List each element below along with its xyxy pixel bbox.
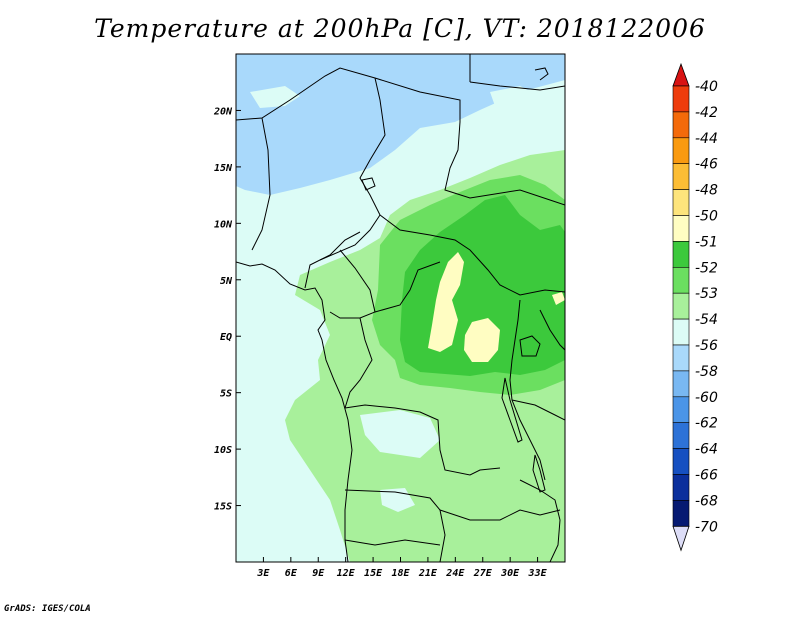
- x-tick-label: 18E: [391, 568, 410, 579]
- border-congo: [374, 261, 441, 313]
- country-borders: [236, 54, 565, 562]
- y-tick-label: 5S: [220, 389, 232, 400]
- border-angola: [344, 489, 446, 562]
- border-nigeria: [304, 231, 361, 289]
- x-tick-label: 27E: [473, 568, 493, 579]
- border-east-lakes: [509, 299, 546, 481]
- colorbar-segment: [672, 163, 690, 190]
- colorbar-segment: [672, 266, 690, 294]
- colorbar-segment: [672, 500, 690, 527]
- lake-tanganyika: [501, 377, 523, 443]
- y-tick-label: EQ: [220, 332, 232, 343]
- x-tick-label: 9E: [312, 568, 325, 579]
- colorbar-segment: [672, 189, 690, 216]
- colorbar-segment: [672, 396, 690, 423]
- x-tick-label: 24E: [445, 568, 465, 579]
- field-band-54-patch-north: [250, 86, 300, 108]
- temperature-field: [236, 54, 565, 562]
- border-drc-south: [344, 404, 501, 476]
- colorbar-label: -48: [695, 183, 718, 199]
- y-tick-label: 15S: [214, 502, 232, 513]
- border-namibia: [344, 539, 441, 546]
- west-africa-coastline: [236, 261, 353, 562]
- colorbar-label: -42: [695, 105, 718, 121]
- axis-ticks: 3E 6E 9E 12E 15E 18E 21E 24E 27E 30E 33E 20N 15N 10N 5…: [213, 106, 548, 579]
- colorbar-label: -62: [695, 416, 718, 432]
- x-tick-label: 3E: [256, 568, 270, 579]
- colorbar-segment: [672, 292, 690, 320]
- colorbar-label: -52: [695, 260, 718, 276]
- x-tick-label: 21E: [418, 568, 438, 579]
- colorbar-segment: [672, 474, 690, 501]
- y-tick-label: 10S: [214, 445, 232, 456]
- colorbar-segment: [672, 215, 690, 242]
- border-central: [379, 214, 565, 296]
- colorbar-segment: [672, 111, 690, 139]
- border-uganda-kenya: [539, 309, 565, 351]
- map-title: Temperature at 200hPa [C], VT: 201812200…: [94, 14, 706, 43]
- colorbar-label: -64: [695, 442, 718, 458]
- colorbar-label: -50: [695, 209, 718, 225]
- border-mali-west: [251, 117, 271, 251]
- colorbar-label: -56: [695, 338, 718, 354]
- field-band-54-south-patch: [360, 410, 440, 458]
- y-tick-label: 15N: [214, 163, 233, 174]
- colorbar-label: -54: [695, 312, 718, 328]
- x-tick-label: 15E: [364, 568, 383, 579]
- colorbar-label: -53: [695, 286, 718, 302]
- x-tick-label: 6E: [285, 568, 298, 579]
- lake-victoria: [519, 335, 541, 357]
- colorbar-label: -46: [695, 157, 718, 173]
- colorbar-segment: [672, 137, 690, 165]
- colorbar-segment: [672, 448, 690, 475]
- y-tick-label: 10N: [214, 219, 233, 230]
- border-sudan-ne: [469, 81, 565, 91]
- colorbar-segment: [672, 85, 690, 113]
- x-tick-label: 30E: [500, 568, 520, 579]
- colorbar-label: -60: [695, 390, 718, 406]
- colorbar-top-tip: [672, 62, 690, 87]
- colorbar-label: -44: [695, 131, 718, 147]
- x-tick-label: 33E: [528, 568, 548, 579]
- border-mozambique: [519, 479, 561, 562]
- field-band-54-west-strip: [300, 520, 345, 562]
- border-sahara: [236, 67, 565, 206]
- colorbar-label: -66: [695, 468, 718, 484]
- field-band-50-east: [464, 318, 500, 362]
- colorbar-segment: [672, 422, 690, 449]
- field-band-54-patch-ne: [490, 86, 540, 108]
- colorbar-label: -58: [695, 364, 718, 380]
- colorbar-segment: [672, 241, 690, 268]
- colorbar-segment: [672, 370, 690, 398]
- colorbar-label: -70: [695, 519, 718, 535]
- border-zambia: [439, 509, 561, 521]
- field-band-56-north: [236, 54, 565, 195]
- y-tick-label: 5N: [220, 276, 233, 287]
- field-band-50-west: [428, 252, 464, 352]
- colorbar-label: -68: [695, 493, 718, 509]
- border-tanzania: [511, 399, 565, 421]
- colorbar-label: -51: [695, 234, 718, 250]
- lake-malawi: [532, 454, 546, 493]
- colorbar-segment: [672, 344, 690, 372]
- colorbar-bottom-tip: [672, 525, 690, 552]
- colorbar: -40 -42 -44 -46 -48 -50 -51 -52 -53 -54 -56 -58 -60 -…: [672, 62, 718, 552]
- red-sea-coast: [534, 67, 549, 81]
- field-band-50-ne: [552, 292, 565, 305]
- y-tick-label: 20N: [213, 106, 233, 117]
- colorbar-segment: [672, 318, 690, 346]
- colorbar-label: -40: [695, 79, 718, 95]
- lake-chad: [361, 177, 376, 191]
- grads-credit: GrADS: IGES/COLA: [4, 604, 91, 614]
- border-drc: [344, 317, 373, 409]
- field-band-56-nw: [236, 54, 330, 86]
- x-tick-label: 12E: [337, 568, 356, 579]
